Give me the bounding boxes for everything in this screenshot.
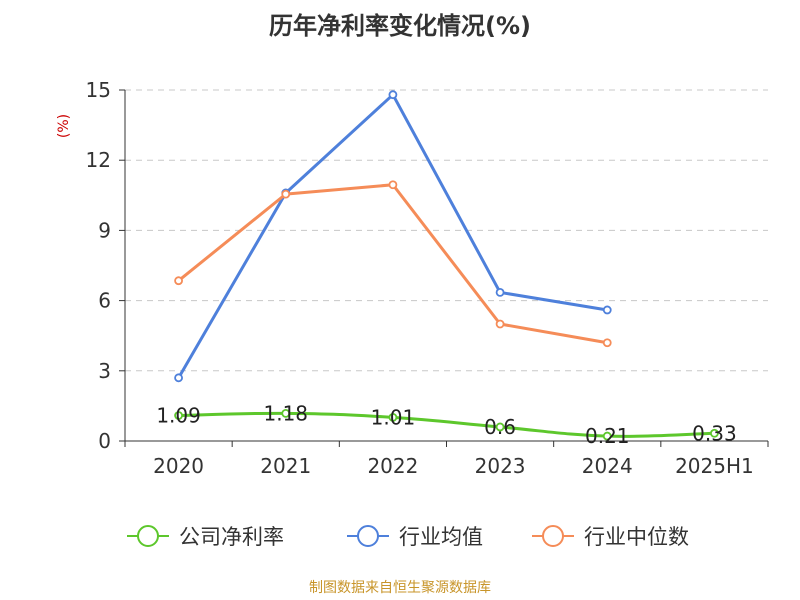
data-point xyxy=(495,422,505,432)
series-line xyxy=(178,411,715,438)
axes: 0 3 6 9 12 15 2020 2021 2022 2023 2024 2025H1 xyxy=(86,78,769,478)
series-0 xyxy=(174,408,719,441)
x-tick-label: 2023 xyxy=(475,454,526,478)
series-2 xyxy=(174,180,612,348)
y-tick-label: 15 xyxy=(86,78,111,102)
data-point xyxy=(281,408,291,418)
data-point xyxy=(174,276,183,286)
legend-label: 行业均值 xyxy=(399,525,483,549)
legend: 公司净利率 行业均值 行业中位数 xyxy=(127,525,689,549)
data-point xyxy=(388,412,398,422)
series-line xyxy=(177,183,608,345)
series-1 xyxy=(174,90,612,383)
legend-item[interactable]: 公司净利率 xyxy=(127,525,284,549)
data-point xyxy=(602,338,612,348)
legend-marker xyxy=(357,525,379,547)
legend-marker xyxy=(137,525,159,547)
data-label: 1.01 xyxy=(371,405,416,429)
data-point xyxy=(174,373,183,383)
y-tick-label: 9 xyxy=(98,218,111,242)
series-lines xyxy=(174,90,719,441)
y-tick-label: 12 xyxy=(86,148,111,172)
series-line xyxy=(177,93,608,379)
x-tick-label: 2020 xyxy=(153,454,204,478)
y-tick-label: 0 xyxy=(98,429,111,453)
x-tick-label: 2024 xyxy=(582,454,633,478)
source-note: 制图数据来自恒生聚源数据库 xyxy=(309,580,491,596)
x-tick-label: 2021 xyxy=(260,454,311,478)
legend-label: 行业中位数 xyxy=(584,525,689,549)
data-point xyxy=(710,428,719,438)
chart-title: 历年净利率变化情况(%) xyxy=(269,12,531,40)
data-label: 1.09 xyxy=(156,403,201,427)
data-point xyxy=(495,319,505,329)
legend-item[interactable]: 行业均值 xyxy=(347,525,483,549)
data-label: 0.33 xyxy=(692,421,737,445)
legend-marker xyxy=(542,525,564,547)
data-labels: 1.09 1.18 1.01 0.6 0.21 0.33 xyxy=(156,401,736,448)
data-point xyxy=(602,431,612,441)
data-point xyxy=(388,90,398,100)
legend-item[interactable]: 行业中位数 xyxy=(532,525,689,549)
data-point xyxy=(602,305,612,315)
data-point xyxy=(281,189,291,199)
data-point xyxy=(495,288,505,297)
x-tick-label: 2022 xyxy=(367,454,418,478)
data-label: 0.6 xyxy=(484,415,516,439)
data-label: 1.18 xyxy=(263,401,308,425)
data-point xyxy=(388,180,398,190)
grid-lines xyxy=(125,89,768,372)
legend-label: 公司净利率 xyxy=(179,525,284,549)
y-axis-unit-label: (%) xyxy=(56,114,72,138)
data-label: 0.21 xyxy=(585,424,630,448)
y-tick-label: 3 xyxy=(98,359,111,383)
x-tick-label: 2025H1 xyxy=(675,454,754,478)
y-tick-label: 6 xyxy=(98,289,111,313)
data-point xyxy=(174,411,183,420)
